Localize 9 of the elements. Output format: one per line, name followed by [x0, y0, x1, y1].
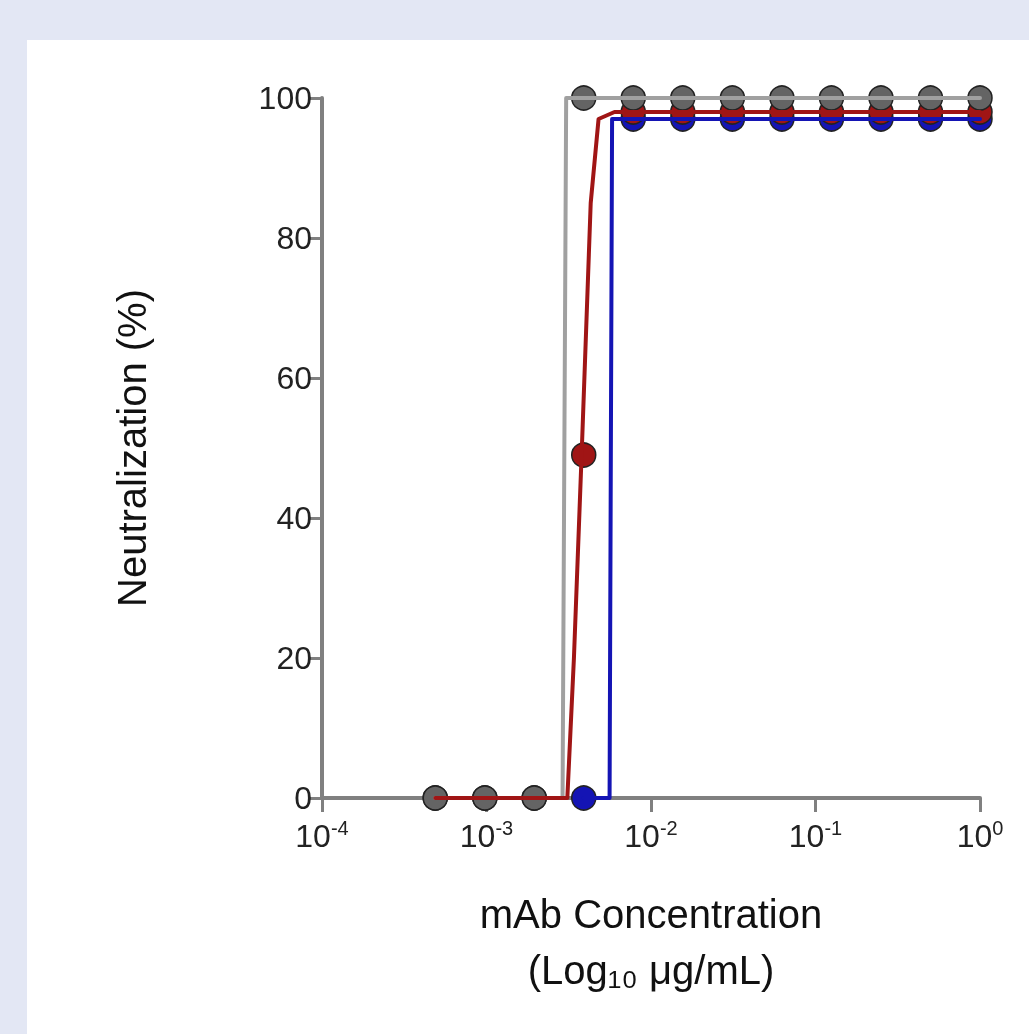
y-tick-label: 20 [276, 640, 312, 676]
x-axis-title: mAb Concentration (Log₁₀ μg/mL) [479, 892, 823, 992]
y-tick-label: 40 [276, 500, 312, 536]
point [571, 785, 597, 811]
y-tick-label: 80 [276, 220, 312, 256]
y-tick-label: 60 [276, 360, 312, 396]
y-tick-label: 0 [294, 780, 312, 816]
y-axis-title: Neutralization (%) [110, 289, 154, 607]
y-tick-label: 100 [258, 80, 312, 116]
